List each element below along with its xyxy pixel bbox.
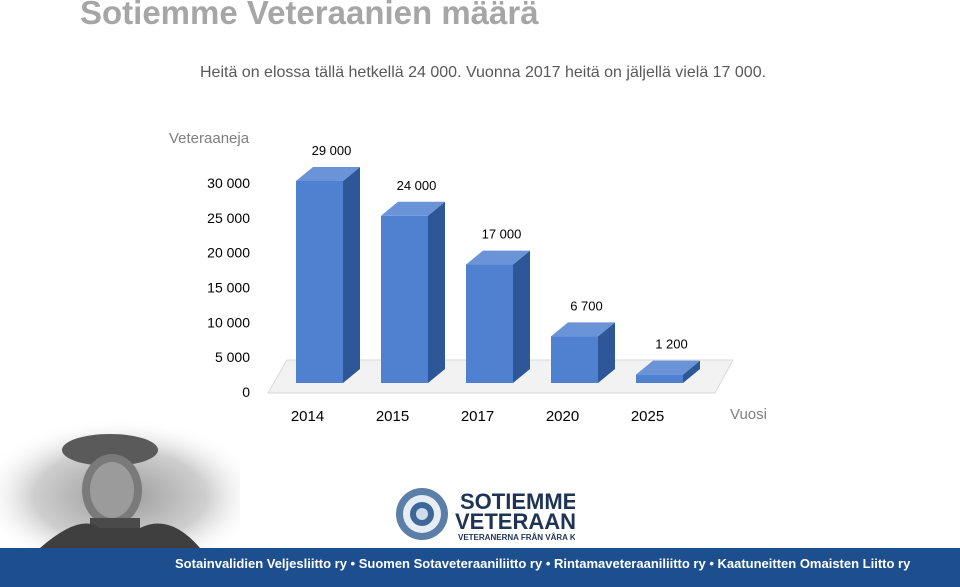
data-label: 29 000 [312, 143, 352, 158]
data-label: 6 700 [570, 298, 603, 313]
logo-line2: VETERAANIT [455, 509, 575, 534]
data-label: 17 000 [482, 227, 522, 242]
bar [636, 374, 683, 383]
bar [551, 336, 598, 383]
bar [381, 215, 428, 383]
y-tick-label: 20 000 [207, 245, 250, 261]
bar [296, 180, 343, 383]
bar-side [343, 166, 360, 383]
x-tick-label: 2017 [461, 408, 494, 425]
logo-line3: VETERANERNA FRÅN VÅRA KRIG [458, 533, 575, 542]
y-tick-label: 0 [242, 384, 250, 400]
bar-top [296, 166, 360, 181]
y-tick-label: 30 000 [207, 175, 250, 191]
y-tick-label: 5 000 [215, 349, 250, 365]
x-tick-label: 2015 [376, 408, 409, 425]
sotiemme-veteraanit-logo: SOTIEMME VETERAANIT VETERANERNA FRÅN VÅR… [396, 488, 575, 542]
y-tick-label: 10 000 [207, 314, 250, 330]
page-title: Sotiemme Veteraanien määrä [80, 0, 539, 31]
x-axis-label: Vuosi [730, 406, 767, 423]
bar-top [381, 201, 445, 216]
logo-line1: SOTIEMME [460, 489, 575, 514]
footer-bar [0, 548, 960, 587]
veteran-portrait-image [0, 418, 240, 548]
bar-side [428, 201, 445, 383]
bar-side [513, 250, 530, 383]
bar-chart: 0 5 000 10 000 15 000 20 000 25 000 30 000 29 0… [207, 143, 734, 425]
footer-organizations: Sotainvalidien Veljesliitto ry • Suomen … [175, 556, 911, 571]
y-tick-label: 25 000 [207, 210, 250, 226]
data-label: 24 000 [397, 178, 437, 193]
x-tick-label: 2025 [631, 408, 664, 425]
bar [466, 264, 513, 383]
page-subtitle: Heitä on elossa tällä hetkellä 24 000. V… [200, 64, 767, 81]
data-label: 1 200 [655, 337, 688, 352]
bar-side [683, 360, 700, 383]
x-tick-label: 2014 [291, 408, 324, 425]
x-tick-label: 2020 [546, 408, 579, 425]
bar-top [551, 322, 615, 337]
y-axis-label: Veteraaneja [169, 130, 250, 147]
bar-top [466, 250, 530, 265]
y-tick-label: 15 000 [207, 280, 250, 296]
bar-top [636, 360, 700, 375]
bar-side [598, 322, 615, 383]
